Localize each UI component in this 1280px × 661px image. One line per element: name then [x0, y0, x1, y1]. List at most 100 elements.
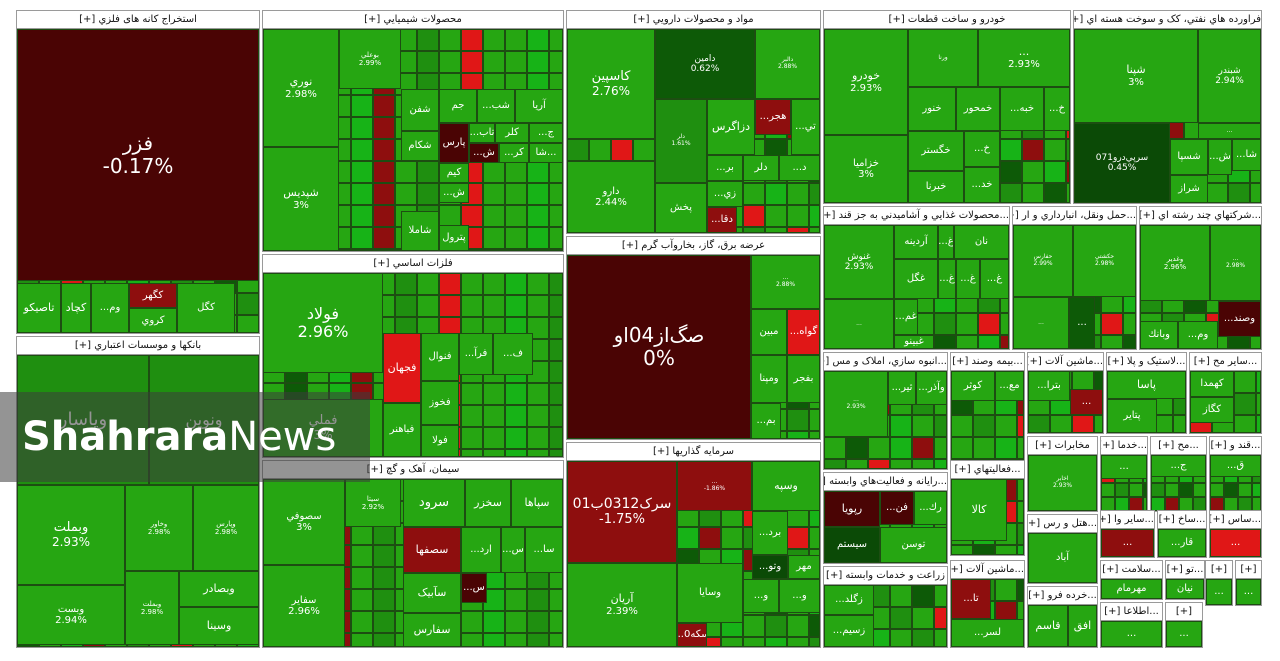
stock-tile-small[interactable]	[1143, 497, 1147, 511]
stock-tile[interactable]: سآبيک	[403, 573, 461, 613]
stock-tile-small[interactable]	[505, 51, 527, 73]
stock-tile-small[interactable]	[956, 335, 978, 349]
stock-tile-small[interactable]	[1115, 483, 1129, 497]
stock-tile-small[interactable]	[505, 449, 527, 457]
stock-tile-small[interactable]	[1179, 497, 1193, 511]
stock-tile-small[interactable]	[549, 183, 563, 205]
stock-tile[interactable]: سيستم	[824, 527, 880, 563]
stock-tile[interactable]: پاسا	[1107, 371, 1186, 399]
stock-tile-small[interactable]	[1210, 497, 1224, 511]
stock-tile-small[interactable]	[351, 117, 373, 139]
stock-tile-small[interactable]	[1224, 483, 1238, 497]
stock-tile-small[interactable]	[1129, 483, 1143, 497]
stock-tile[interactable]: بوعلي 2.99%	[339, 29, 401, 89]
stock-tile-small[interactable]	[1234, 393, 1256, 415]
stock-tile-small[interactable]	[787, 183, 809, 205]
stock-tile-small[interactable]	[505, 249, 527, 251]
stock-tile-small[interactable]	[912, 437, 934, 459]
stock-tile[interactable]: خبرنا	[908, 171, 964, 203]
stock-tile-small[interactable]	[611, 139, 633, 161]
stock-tile-small[interactable]	[527, 295, 549, 317]
stock-tile-small[interactable]	[677, 527, 699, 549]
stock-tile-small[interactable]	[483, 405, 505, 427]
stock-tile-small[interactable]	[351, 567, 373, 589]
sector-title[interactable]: محصولات شيميايي [+]	[263, 11, 563, 29]
stock-tile-small[interactable]	[1256, 371, 1261, 393]
stock-tile-small[interactable]	[1250, 335, 1261, 349]
stock-tile-small[interactable]	[1050, 415, 1072, 433]
stock-tile[interactable]: ...ج	[529, 123, 563, 143]
stock-tile[interactable]: ... 2.98%	[1210, 225, 1261, 301]
stock-tile[interactable]: پخش	[655, 183, 707, 233]
stock-tile-small[interactable]	[1000, 161, 1022, 183]
stock-tile[interactable]: ...قار	[1158, 529, 1206, 557]
sector-title[interactable]: ...شرکتهاي چند رشته اي [+]	[1140, 207, 1261, 225]
stock-tile-small[interactable]	[1000, 313, 1009, 335]
stock-tile[interactable]: فباهنر	[383, 403, 421, 457]
stock-tile-small[interactable]	[765, 205, 787, 227]
stock-tile[interactable]: ...رك	[914, 491, 947, 525]
stock-tile-small[interactable]	[527, 383, 549, 405]
stock-tile-small[interactable]	[483, 249, 505, 251]
stock-tile[interactable]: ...خبه	[1000, 87, 1044, 131]
stock-tile-small[interactable]	[1017, 479, 1024, 501]
stock-tile-small[interactable]	[461, 611, 483, 633]
sector-title[interactable]: مواد و محصولات دارويي [+]	[567, 11, 820, 29]
stock-tile-small[interactable]	[1028, 415, 1050, 433]
stock-tile-small[interactable]	[1101, 313, 1123, 335]
stock-tile[interactable]: فخوز	[421, 381, 459, 425]
stock-tile-small[interactable]	[373, 611, 395, 633]
stock-tile[interactable]: پارس	[439, 123, 469, 163]
stock-tile[interactable]: کيم	[439, 163, 469, 183]
stock-tile[interactable]: شراز	[1170, 175, 1208, 203]
stock-tile-small[interactable]	[439, 205, 461, 227]
stock-tile[interactable]: کگل	[177, 283, 235, 333]
stock-tile-small[interactable]	[505, 161, 527, 183]
stock-tile[interactable]: نان	[954, 225, 1009, 259]
stock-tile-small[interactable]	[1017, 579, 1024, 601]
stock-tile-small[interactable]	[549, 633, 563, 647]
stock-tile-small[interactable]	[809, 527, 820, 549]
stock-tile-small[interactable]	[1193, 497, 1206, 511]
stock-tile[interactable]: شاملا	[401, 211, 439, 251]
stock-tile-small[interactable]	[483, 29, 505, 51]
stock-tile[interactable]: دارو 2.44%	[567, 161, 655, 233]
stock-tile-small[interactable]	[373, 139, 395, 161]
stock-tile-small[interactable]	[1143, 483, 1147, 497]
stock-tile-small[interactable]	[373, 249, 395, 251]
stock-tile-small[interactable]	[1193, 483, 1206, 497]
stock-tile[interactable]: رپويا	[824, 491, 880, 527]
stock-tile-small[interactable]	[395, 161, 417, 183]
sector-title[interactable]: بانکها و موسسات اعتباري [+]	[17, 337, 259, 355]
stock-tile-small[interactable]	[787, 431, 809, 439]
stock-tile[interactable]: مهرمام	[1101, 579, 1162, 599]
stock-tile[interactable]: ...سا	[525, 527, 563, 573]
stock-tile[interactable]: ...ش	[469, 143, 499, 163]
stock-tile-small[interactable]	[483, 205, 505, 227]
stock-tile[interactable]: ...شا	[1232, 139, 1261, 171]
stock-tile-small[interactable]	[527, 405, 549, 427]
stock-tile[interactable]: ...لسر	[951, 619, 1024, 647]
stock-tile[interactable]: قاسم	[1028, 605, 1068, 647]
stock-tile-small[interactable]	[1000, 183, 1022, 203]
stock-tile-small[interactable]	[505, 589, 527, 611]
stock-tile-small[interactable]	[787, 227, 809, 233]
stock-tile[interactable]: ...	[1198, 123, 1261, 139]
sector-title[interactable]: ...هتل و رس [+]	[1028, 515, 1097, 533]
stock-tile[interactable]: ورنا	[908, 29, 978, 87]
stock-tile-small[interactable]	[351, 161, 373, 183]
stock-tile-small[interactable]	[951, 415, 973, 437]
stock-tile-small[interactable]	[743, 183, 765, 205]
stock-tile-small[interactable]	[1017, 523, 1024, 545]
stock-tile[interactable]: ...	[1206, 579, 1232, 605]
stock-tile[interactable]: ...وصند	[1218, 301, 1261, 337]
sector-title[interactable]: عرضه برق، گاز، بخاروآب گرم [+]	[567, 237, 820, 255]
stock-tile-small[interactable]	[934, 629, 947, 647]
stock-tile-small[interactable]	[373, 117, 395, 139]
stock-tile-small[interactable]	[1238, 497, 1252, 511]
stock-tile-small[interactable]	[527, 633, 549, 647]
stock-tile[interactable]: دلر	[743, 155, 779, 181]
stock-tile-small[interactable]	[1017, 545, 1024, 555]
stock-tile-small[interactable]	[417, 183, 439, 205]
stock-tile-small[interactable]	[461, 51, 483, 73]
